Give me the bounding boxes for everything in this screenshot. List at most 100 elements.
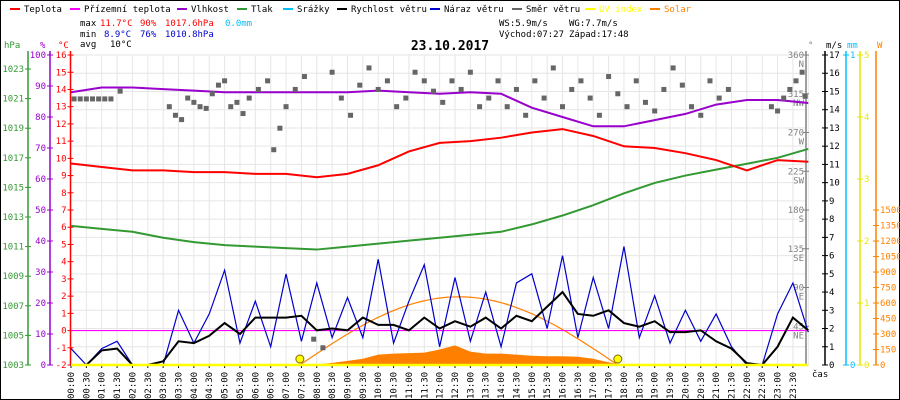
- wind-direction-point: [670, 65, 676, 71]
- wind-direction-point: [615, 91, 621, 97]
- wind-direction-point: [209, 91, 215, 97]
- temperature-tick-label: 14: [56, 85, 67, 95]
- temperature-line: [70, 128, 809, 179]
- temperature-tick-label: -1: [56, 344, 67, 354]
- rain-unit: mm: [847, 41, 858, 51]
- humidity-tick-label: 100: [30, 51, 46, 61]
- x-tick-label: 14:00: [497, 372, 507, 399]
- temperature-tick-label: 8: [61, 189, 66, 199]
- wind-direction-point: [458, 86, 464, 92]
- pressure-tick-label: 1009: [2, 272, 24, 282]
- wind-direction-point: [802, 93, 808, 99]
- x-tick-label: 23:00: [774, 372, 784, 399]
- temperature-tick-label: 0: [61, 327, 66, 337]
- stat-avg-temp: 10°C: [110, 40, 132, 50]
- x-tick-label: 11:30: [420, 372, 430, 399]
- x-tick-label: 06:30: [267, 372, 277, 399]
- x-tick-label: 11:00: [405, 372, 415, 399]
- wind-direction-point: [71, 96, 77, 102]
- wind-direction-point: [185, 95, 191, 101]
- wind-direction-point: [661, 86, 667, 92]
- wind-speed-line: [71, 290, 809, 367]
- wind-tick-label: 0: [829, 361, 834, 371]
- wind-direction-point: [179, 117, 185, 123]
- x-tick-label: 08:30: [328, 372, 338, 399]
- wind-tick-label: 17: [829, 51, 840, 61]
- pressure-tick-label: 1023: [2, 65, 24, 75]
- stat-max-temp: 11.7°C: [100, 19, 133, 29]
- wind-direction-point: [311, 336, 317, 342]
- temperature-tick-label: 3: [61, 275, 66, 285]
- wind-direction-point: [96, 96, 102, 102]
- x-tick-label: 18:30: [635, 372, 645, 399]
- legend-swatch: [512, 8, 522, 10]
- wind-direction-point: [255, 86, 261, 92]
- x-tick-label: 06:00: [251, 372, 261, 399]
- direction-tick-label: 270: [788, 129, 804, 139]
- wind-direction-point: [578, 78, 584, 84]
- humidity-tick-label: 60: [35, 175, 46, 185]
- stat-max-humidity: 90%: [140, 19, 157, 29]
- direction-tick-label: 360: [788, 51, 804, 61]
- direction-tick-label: S: [799, 215, 804, 225]
- legend-swatch: [177, 8, 187, 10]
- x-tick-label: 17:00: [589, 372, 599, 399]
- humidity-line: [70, 86, 809, 128]
- legend-label: Směr větru: [526, 5, 580, 15]
- wind-direction-point: [793, 78, 799, 84]
- direction-tick-label: N: [799, 60, 804, 70]
- wind-tick-label: 10: [829, 179, 840, 189]
- humidity-tick-label: 0: [41, 361, 46, 371]
- wind-direction-point: [338, 95, 344, 101]
- x-tick-label: 03:00: [159, 372, 169, 399]
- wind-direction-point: [108, 96, 114, 102]
- wind-direction-point: [477, 104, 483, 110]
- x-tick-label: 13:00: [466, 372, 476, 399]
- legend-label: Solar: [664, 5, 692, 15]
- stat-sunset: Západ:17:48: [569, 30, 629, 40]
- x-tick-label: 20:00: [681, 372, 691, 399]
- wind-direction-point: [197, 104, 203, 110]
- x-tick-label: 10:30: [390, 372, 400, 399]
- wind-direction-point: [348, 112, 354, 118]
- wind-direction-point: [375, 86, 381, 92]
- legend-label: Vlhkost: [191, 5, 229, 15]
- wind-direction-point: [642, 99, 648, 105]
- pressure-unit: hPa: [4, 41, 20, 51]
- wind-direction-point: [90, 96, 96, 102]
- legend-swatch: [650, 8, 660, 10]
- x-tick-label: 15:00: [528, 372, 538, 399]
- wind-direction-point: [412, 69, 418, 75]
- legend-swatch: [283, 8, 293, 10]
- direction-tick-label: SW: [793, 176, 804, 186]
- x-tick-label: 21:30: [727, 372, 737, 399]
- wind-tick-label: 9: [829, 197, 834, 207]
- wind-direction-point: [624, 104, 630, 110]
- temperature-tick-label: 13: [56, 103, 67, 113]
- pressure-line: [70, 147, 809, 251]
- wind-direction-point: [77, 96, 83, 102]
- wind-tick-label: 6: [829, 252, 834, 262]
- wind-direction-point: [467, 69, 473, 75]
- wind-direction-point: [277, 125, 283, 131]
- temperature-tick-label: 11: [56, 137, 67, 147]
- x-tick-label: 19:30: [666, 372, 676, 399]
- rain-tick-label: 1: [850, 51, 855, 61]
- stat-sunrise: Východ:07:27: [499, 30, 564, 40]
- solar-tick-label: 600: [880, 299, 896, 309]
- temperature-tick-label: 9: [61, 172, 66, 182]
- x-tick-label: 08:00: [313, 372, 323, 399]
- x-tick-label: 00:00: [67, 372, 77, 399]
- wind-tick-label: 1: [829, 343, 834, 353]
- wind-unit: m/s: [826, 41, 842, 51]
- wind-tick-label: 5: [829, 270, 834, 280]
- direction-tick-label: 90: [793, 284, 804, 294]
- x-tick-label: 16:30: [574, 372, 584, 399]
- direction-tick-label: W: [799, 138, 805, 148]
- wind-direction-point: [775, 108, 781, 114]
- uv-tick-label: 4: [864, 113, 869, 123]
- x-tick-label: 20:30: [697, 372, 707, 399]
